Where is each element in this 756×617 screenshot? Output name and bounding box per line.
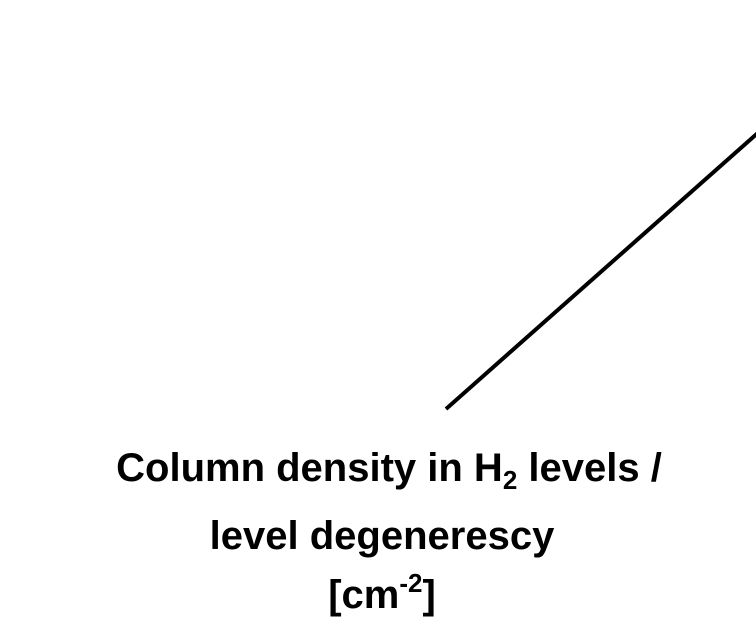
label-line-2: level degenerescy xyxy=(210,514,555,558)
label-subscript: 2 xyxy=(503,465,517,495)
label-text: ] xyxy=(422,573,435,617)
label-superscript: -2 xyxy=(399,568,422,598)
label-text: [cm xyxy=(328,573,399,617)
label-text: Column density in H xyxy=(116,446,503,490)
label-line-3: [cm-2] xyxy=(328,568,436,617)
label-line-1: Column density in H2 levels / xyxy=(116,446,662,495)
label-text: levels / xyxy=(517,446,662,490)
pointer-line xyxy=(444,131,756,411)
